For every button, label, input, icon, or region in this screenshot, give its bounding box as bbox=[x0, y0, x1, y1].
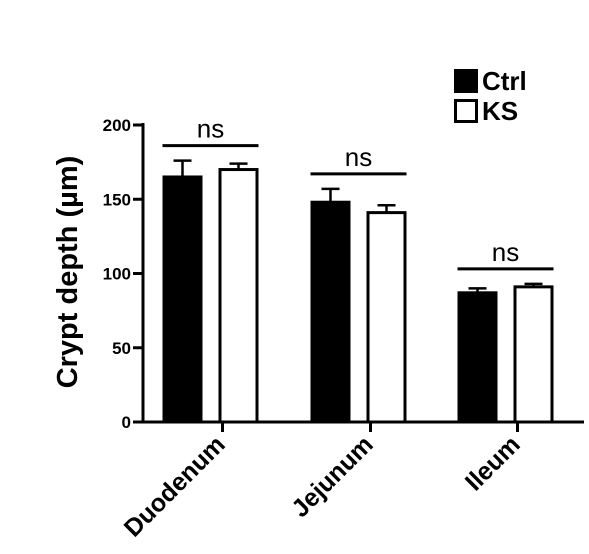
significance-label: ns bbox=[197, 114, 224, 144]
bar-ctrl bbox=[162, 175, 203, 424]
significance-label: ns bbox=[345, 142, 372, 172]
significance-label: ns bbox=[492, 237, 519, 267]
y-axis-label: Crypt depth (µm) bbox=[52, 156, 84, 389]
legend-swatch-ctrl bbox=[454, 69, 478, 93]
legend-swatch-ks bbox=[454, 99, 478, 123]
y-tick-label: 200 bbox=[103, 116, 131, 135]
y-tick-label: 50 bbox=[112, 339, 131, 358]
bar-ks bbox=[366, 211, 407, 424]
x-tick-label: Ileum bbox=[460, 430, 526, 496]
legend-label: Ctrl bbox=[482, 66, 527, 96]
bar-ctrl bbox=[310, 200, 351, 424]
legend-label: KS bbox=[482, 96, 518, 126]
x-tick-label: Duodenum bbox=[119, 430, 231, 542]
bar-ks bbox=[218, 168, 259, 424]
y-tick-label: 0 bbox=[122, 413, 131, 432]
bar-ctrl bbox=[457, 291, 498, 424]
x-tick-label: Jejunum bbox=[286, 430, 378, 522]
y-tick-label: 100 bbox=[103, 265, 131, 284]
bar-ks bbox=[513, 285, 554, 424]
plot-area: 0 50 100 150 200 ns Duodenum ns Jejunum ns Ileum bbox=[103, 114, 584, 543]
y-tick-label: 150 bbox=[103, 190, 131, 209]
